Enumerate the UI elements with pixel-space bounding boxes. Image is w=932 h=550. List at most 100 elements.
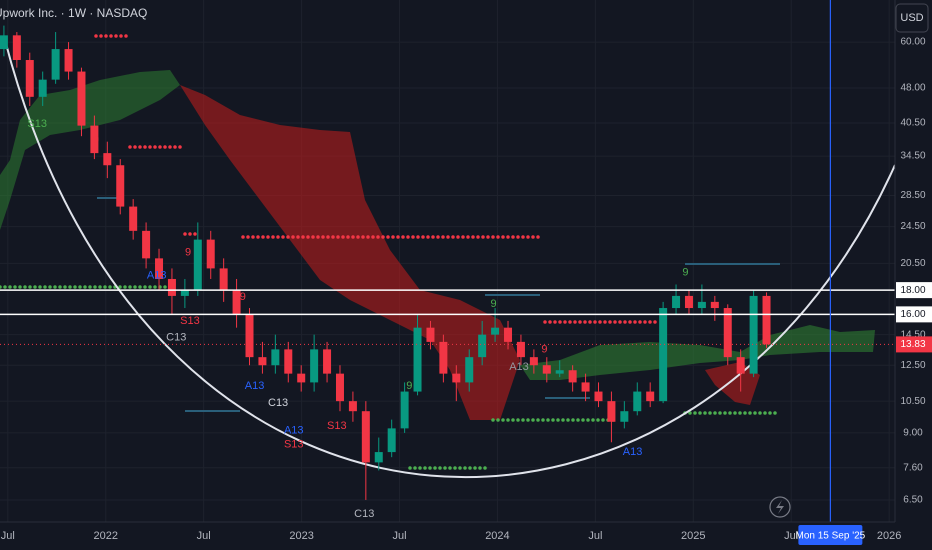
annotation: S13 bbox=[27, 118, 47, 130]
candle-body bbox=[180, 290, 189, 296]
candle-body bbox=[142, 230, 151, 259]
symbol-title: Upwork Inc. · 1W · NASDAQ bbox=[0, 6, 147, 20]
candle-body bbox=[633, 391, 642, 412]
candle-body bbox=[206, 239, 215, 269]
x-tick-label: Jul bbox=[392, 530, 406, 542]
level-label: 18.00 bbox=[900, 285, 925, 296]
annotation: A13 bbox=[623, 446, 643, 458]
candle-body bbox=[749, 295, 758, 374]
y-tick-label: 9.00 bbox=[903, 428, 923, 439]
annotation: 9 bbox=[682, 266, 688, 278]
candle-body bbox=[697, 301, 706, 309]
candle-body bbox=[232, 290, 241, 315]
candle-body bbox=[193, 239, 202, 291]
y-tick-label: 48.00 bbox=[900, 83, 925, 94]
x-tick-label: Jul bbox=[1, 530, 15, 542]
candle-body bbox=[310, 349, 319, 383]
candle-body bbox=[568, 370, 577, 383]
annotation: A13 bbox=[509, 361, 529, 373]
candle-body bbox=[219, 268, 228, 291]
x-tick-label: 2023 bbox=[289, 530, 313, 542]
y-tick-label: 7.60 bbox=[903, 462, 923, 473]
x-tick-label: Jul bbox=[784, 530, 798, 542]
candle-body bbox=[90, 125, 99, 154]
candle-body bbox=[258, 357, 267, 366]
candle-body bbox=[129, 206, 138, 231]
annotation: S13 bbox=[180, 315, 200, 327]
level-label: 16.00 bbox=[900, 309, 925, 320]
cloud-bullish bbox=[0, 70, 180, 230]
level-tag bbox=[896, 282, 932, 299]
candle-body bbox=[516, 341, 525, 358]
candle-body bbox=[594, 391, 603, 402]
x-tick-label: 2025 bbox=[681, 530, 705, 542]
crosshair-label: Mon 15 Sep '25 bbox=[795, 531, 865, 542]
annotation: 9 bbox=[240, 291, 246, 303]
x-tick-label: 2022 bbox=[94, 530, 118, 542]
cloud-bearish bbox=[180, 85, 520, 420]
candle-body bbox=[361, 411, 370, 463]
candle-body bbox=[452, 373, 461, 383]
candle-body bbox=[77, 71, 86, 126]
candle-body bbox=[12, 35, 21, 61]
last-price-tag bbox=[896, 336, 932, 353]
candle-body bbox=[478, 334, 487, 358]
candle-body bbox=[64, 49, 73, 72]
alert-icon[interactable] bbox=[769, 496, 791, 518]
candle-body bbox=[581, 382, 590, 392]
candle-body bbox=[659, 308, 668, 402]
y-tick-label: 24.50 bbox=[900, 221, 925, 232]
candle-body bbox=[374, 452, 383, 463]
candle-body bbox=[245, 314, 254, 358]
annotation: A13 bbox=[147, 270, 167, 282]
currency-label: USD bbox=[900, 12, 923, 24]
candle-body bbox=[335, 373, 344, 402]
y-tick-label: 6.50 bbox=[903, 495, 923, 506]
candle-body bbox=[723, 308, 732, 358]
annotation: C13 bbox=[166, 331, 186, 343]
candle-body bbox=[684, 295, 693, 309]
candle-body bbox=[426, 327, 435, 342]
annotation: S13 bbox=[284, 439, 304, 451]
x-tick-label: Jul bbox=[197, 530, 211, 542]
candle-body bbox=[504, 327, 513, 342]
annotation: A13 bbox=[245, 380, 265, 392]
level-tag bbox=[896, 306, 932, 323]
candle-body bbox=[413, 327, 422, 392]
y-tick-label: 10.50 bbox=[900, 396, 925, 407]
candle-body bbox=[529, 357, 538, 366]
candle-body bbox=[491, 327, 500, 335]
annotation: A13 bbox=[284, 425, 304, 437]
currency-button[interactable] bbox=[895, 3, 929, 33]
cloud-bullish bbox=[520, 325, 875, 380]
x-tick-label: 2024 bbox=[485, 530, 509, 542]
candle-body bbox=[103, 153, 112, 166]
cup-arc bbox=[4, 39, 895, 479]
axes: 60.00 48.00 40.50 34.50 28.50 24.50 20.50 14.50… bbox=[1, 37, 932, 545]
candle-body bbox=[607, 401, 616, 422]
candle-body bbox=[323, 349, 332, 374]
annotation: S13 bbox=[327, 420, 347, 432]
annotation: C13 bbox=[268, 397, 288, 409]
crosshair-tag bbox=[798, 525, 863, 545]
y-tick-label: 20.50 bbox=[900, 258, 925, 269]
candle-body bbox=[167, 278, 176, 296]
y-tick-label: 12.50 bbox=[900, 360, 925, 371]
annotation: 9 bbox=[490, 298, 496, 310]
y-tick-label: 28.50 bbox=[900, 190, 925, 201]
price-axis bbox=[895, 0, 932, 550]
candle-body bbox=[297, 373, 306, 383]
x-tick-label: 2026 bbox=[877, 530, 901, 542]
candle-body bbox=[38, 79, 47, 97]
y-tick-label: 40.50 bbox=[900, 118, 925, 129]
annotation: C13 bbox=[354, 508, 374, 520]
annotation: 9 bbox=[93, 134, 99, 146]
annotation: 9 bbox=[185, 246, 191, 258]
candle-body bbox=[116, 165, 125, 207]
cloud-bearish bbox=[705, 362, 760, 405]
alert-bolt bbox=[776, 500, 784, 514]
grid bbox=[0, 0, 895, 522]
candle-body bbox=[387, 428, 396, 453]
candle-body bbox=[620, 411, 629, 422]
